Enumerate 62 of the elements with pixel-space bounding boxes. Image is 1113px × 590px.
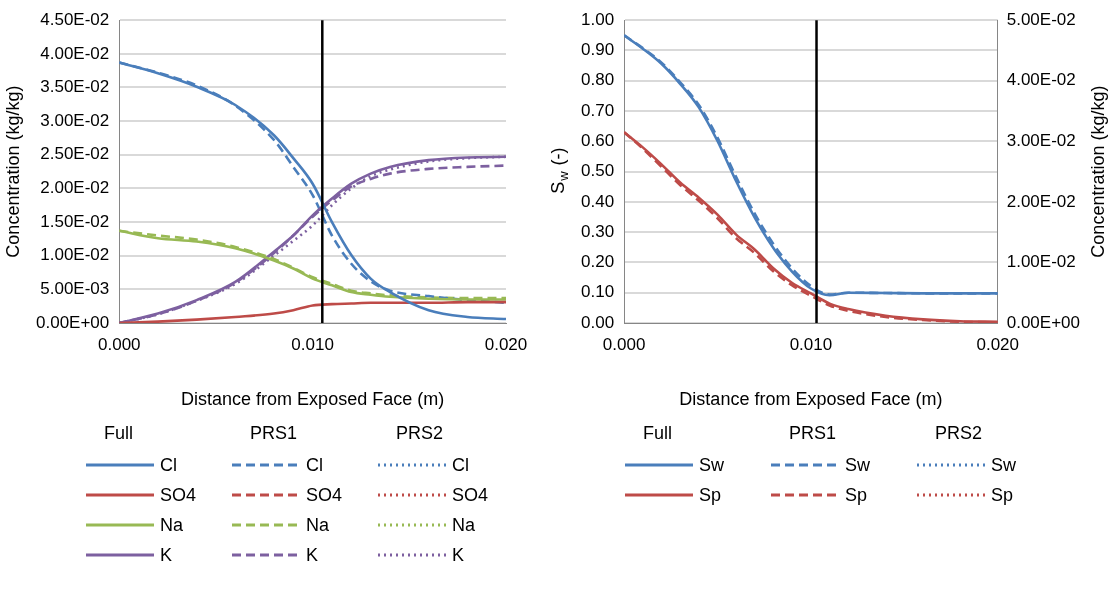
y-tick-label: 4.00E-02 [40, 43, 110, 63]
y2-tick-label: 2.00E-02 [1006, 191, 1076, 211]
y2-axis-title: Concentration (kg/kg) [1087, 85, 1108, 258]
y-tick-label: 0.20 [580, 252, 615, 272]
y-tick-label: 3.50E-02 [40, 77, 110, 97]
legend-label: Sp [699, 484, 722, 506]
text: PRS2 [934, 423, 984, 445]
y-axis-title: Sw (-) [547, 147, 571, 194]
y-tick-label: 5.00E-03 [40, 279, 110, 299]
y-axis-title: Concentration (kg/kg) [2, 85, 23, 258]
legend-label: Na [306, 514, 330, 536]
legend-label: Sw [991, 454, 1017, 476]
legend-label: Sp [991, 484, 1014, 506]
legend-label: Sw [845, 454, 871, 476]
y-tick-label: 0.10 [580, 282, 615, 302]
legend-label: Na [452, 514, 476, 536]
x-tick-label: 0.000 [97, 334, 141, 354]
text: Full [642, 423, 673, 445]
legend-label: Na [160, 514, 184, 536]
x-tick-label: 0.010 [789, 334, 833, 354]
y-tick-label: 3.00E-02 [40, 110, 110, 130]
y-tick-label: 0.70 [580, 100, 615, 120]
y2-tick-label: 0.00E+00 [1006, 312, 1080, 332]
y2-tick-label: 1.00E-02 [1006, 252, 1076, 272]
y2-tick-label: 5.00E-02 [1006, 9, 1076, 29]
y-tick-label: 2.50E-02 [40, 144, 110, 164]
text: PRS1 [249, 423, 299, 445]
y-tick-label: 0.50 [580, 161, 615, 181]
text: Full [103, 423, 134, 445]
y-tick-label: 0.00E+00 [36, 312, 110, 332]
x-axis-title: Distance from Exposed Face (m) [181, 389, 445, 410]
y-tick-label: 1.00 [580, 9, 615, 29]
text: PRS1 [788, 423, 838, 445]
text: PRS2 [395, 423, 445, 445]
legend-label: Cl [306, 454, 323, 476]
legend-label: K [452, 544, 465, 566]
x-tick-label: 0.020 [976, 334, 1020, 354]
y-tick-label: 0.80 [580, 70, 615, 90]
y-tick-label: 0.30 [580, 221, 615, 241]
y-tick-label: 0.40 [580, 191, 615, 211]
y-tick-label: 1.00E-02 [40, 245, 110, 265]
legend-label: K [160, 544, 173, 566]
y-tick-label: 0.00 [580, 312, 615, 332]
legend-label: Cl [452, 454, 469, 476]
x-tick-label: 0.020 [484, 334, 528, 354]
x-axis-title: Distance from Exposed Face (m) [679, 389, 943, 410]
y2-tick-label: 3.00E-02 [1006, 131, 1076, 151]
legend-label: K [306, 544, 319, 566]
y-tick-label: 0.90 [580, 40, 615, 60]
legend-label: SO4 [306, 484, 343, 506]
y-tick-label: 4.50E-02 [40, 9, 110, 29]
y-tick-label: 1.50E-02 [40, 211, 110, 231]
x-tick-label: 0.010 [291, 334, 334, 354]
legend-label: SO4 [160, 484, 197, 506]
legend-label: SO4 [452, 484, 489, 506]
x-tick-label: 0.000 [602, 334, 646, 354]
y-tick-label: 2.00E-02 [40, 178, 110, 198]
legend-label: Sp [845, 484, 868, 506]
legend-label: Sw [699, 454, 725, 476]
y2-tick-label: 4.00E-02 [1006, 70, 1076, 90]
legend-label: Cl [160, 454, 177, 476]
y-tick-label: 0.60 [580, 131, 615, 151]
